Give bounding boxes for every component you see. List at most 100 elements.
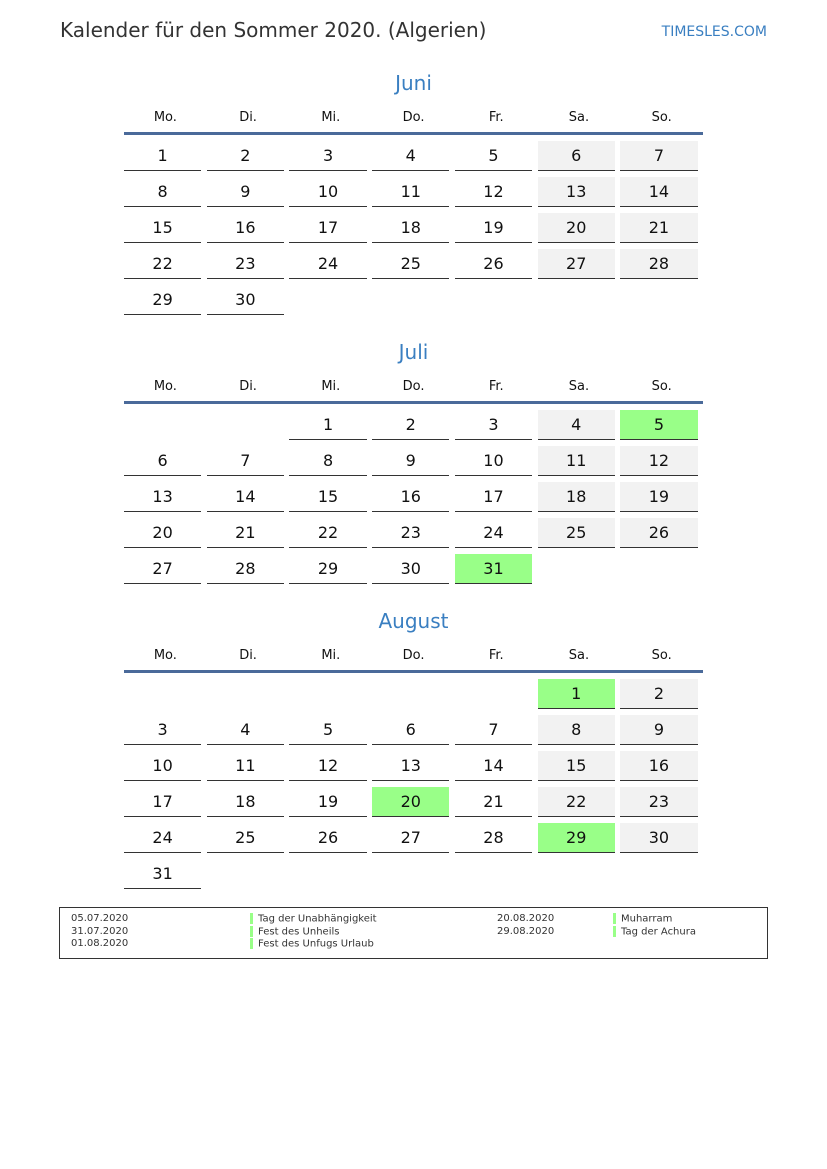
day-cell: 22 — [124, 249, 202, 279]
day-cell: 29 — [537, 823, 615, 853]
empty-cell — [538, 859, 615, 888]
empty-cell — [289, 679, 366, 708]
day-cell: 1 — [537, 679, 615, 709]
legend-holiday: Muharram — [613, 913, 672, 926]
day-cell: 10 — [124, 751, 202, 781]
weekday-label: So. — [651, 379, 672, 394]
day-cell: 8 — [289, 446, 367, 476]
weekday-label: Sa. — [568, 648, 590, 663]
empty-cell — [620, 554, 697, 583]
month-juli: Juli Mo. Di. Mi. Do. Fr. Sa. So. 1 2 3 4 5 6 7 8 9 10 11 12… — [124, 337, 703, 584]
empty-cell — [372, 285, 449, 314]
day-cell: 17 — [289, 213, 367, 243]
empty-cell — [124, 410, 201, 439]
day-cell: 10 — [454, 446, 533, 476]
week-row: 31 — [124, 853, 703, 889]
day-cell: 13 — [124, 482, 202, 512]
weekday-label: Di. — [239, 648, 257, 663]
day-cell: 27 — [537, 249, 615, 279]
legend-holiday: Fest des Unheils — [250, 925, 339, 939]
day-cell: 16 — [206, 213, 284, 243]
weekday-label: Mi. — [321, 110, 341, 125]
week-row: 29 30 — [124, 279, 703, 315]
day-cell: 17 — [124, 787, 202, 817]
day-cell: 21 — [206, 518, 284, 548]
month-title: Juli — [398, 340, 429, 364]
day-cell: 1 — [289, 410, 367, 440]
day-cell: 17 — [454, 482, 533, 512]
empty-cell — [207, 679, 284, 708]
empty-cell — [455, 859, 532, 888]
day-cell: 24 — [454, 518, 533, 548]
empty-cell — [620, 859, 697, 888]
day-cell: 30 — [620, 823, 698, 853]
day-cell: 7 — [206, 446, 284, 476]
month-august: August Mo. Di. Mi. Do. Fr. Sa. So. 1 2 3 4 5 6 7 8 9 10 11… — [124, 606, 703, 889]
legend-date: 20.08.2020 — [497, 913, 555, 924]
week-row: 10 11 12 13 14 15 16 — [124, 745, 703, 781]
brand-link[interactable]: TIMESLES.COM — [661, 24, 767, 40]
week-row: 8 9 10 11 12 13 14 — [124, 171, 703, 207]
day-cell: 20 — [124, 518, 202, 548]
legend-date: 05.07.2020 — [71, 913, 129, 924]
holiday-color-marker — [613, 913, 616, 924]
day-cell: 31 — [454, 554, 533, 584]
week-row: 17 18 19 20 21 22 23 — [124, 781, 703, 817]
empty-cell — [620, 285, 697, 314]
day-cell: 16 — [620, 751, 698, 781]
weekday-label: Sa. — [568, 110, 590, 125]
day-cell: 25 — [372, 249, 450, 279]
weekday-label: Di. — [239, 379, 257, 394]
month-title: Juni — [395, 71, 432, 95]
day-cell: 6 — [372, 715, 450, 745]
weekday-label: Do. — [402, 648, 425, 663]
day-cell: 23 — [206, 249, 284, 279]
day-cell: 12 — [620, 446, 698, 476]
legend-date: 29.08.2020 — [497, 925, 555, 937]
day-cell: 23 — [372, 518, 450, 548]
weekday-label: So. — [651, 648, 672, 663]
day-cell: 4 — [206, 715, 284, 745]
day-cell: 28 — [620, 249, 698, 279]
day-cell: 12 — [289, 751, 367, 781]
day-cell: 22 — [289, 518, 367, 548]
empty-cell — [538, 554, 615, 583]
day-cell: 27 — [372, 823, 450, 853]
weekday-header: Mo. Di. Mi. Do. Fr. Sa. So. — [124, 110, 703, 135]
day-cell: 3 — [124, 715, 202, 745]
weekday-label: Mo. — [153, 110, 177, 125]
day-cell: 11 — [537, 446, 615, 476]
holiday-legend: 05.07.2020 Tag der Unabhängigkeit 31.07.20… — [59, 907, 768, 959]
day-cell: 26 — [454, 249, 533, 279]
empty-cell — [372, 679, 449, 708]
day-cell: 25 — [206, 823, 284, 853]
day-cell: 14 — [454, 751, 533, 781]
weekday-label: So. — [651, 110, 672, 125]
day-cell: 14 — [620, 177, 698, 207]
day-cell: 6 — [537, 141, 615, 171]
weekday-label: Do. — [402, 379, 425, 394]
day-cell: 4 — [537, 410, 615, 440]
day-cell: 29 — [124, 285, 202, 315]
weekday-label: Mi. — [321, 648, 341, 663]
empty-cell — [289, 859, 366, 888]
day-cell: 15 — [289, 482, 367, 512]
legend-date: 01.08.2020 — [71, 938, 129, 949]
legend-holiday: Tag der Achura — [613, 925, 696, 939]
holiday-color-marker — [250, 938, 253, 949]
weekday-header: Mo. Di. Mi. Do. Fr. Sa. So. — [124, 648, 703, 673]
day-cell: 3 — [289, 141, 367, 171]
legend-holiday: Tag der Unabhängigkeit — [250, 913, 377, 926]
empty-cell — [372, 859, 449, 888]
day-cell: 12 — [454, 177, 533, 207]
day-cell: 13 — [372, 751, 450, 781]
day-cell: 9 — [372, 446, 450, 476]
day-cell: 4 — [372, 141, 450, 171]
day-cell: 20 — [372, 787, 450, 817]
day-cell: 24 — [289, 249, 367, 279]
day-cell: 15 — [537, 751, 615, 781]
empty-cell — [538, 285, 615, 314]
